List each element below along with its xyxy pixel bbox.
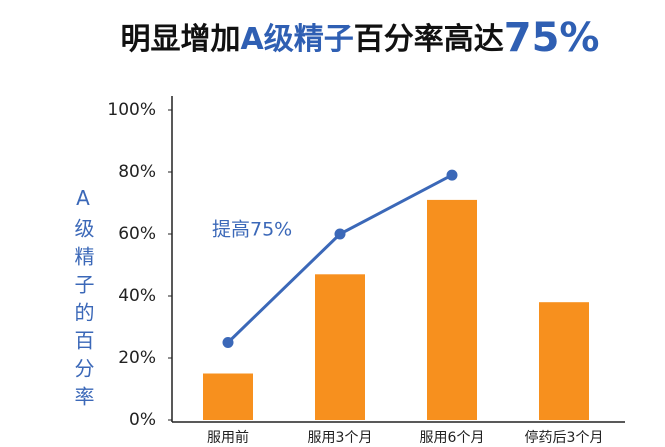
y-axis-label: A级精子的百分率 [71, 186, 95, 414]
title-part: 百分率高达 [354, 22, 504, 57]
point [334, 228, 346, 240]
y-tick-label: 0% [129, 410, 156, 430]
y-tick-label: 100% [107, 100, 156, 120]
title-part: A级精子 [241, 22, 354, 57]
y-tick-label: 80% [118, 162, 156, 182]
bar [315, 274, 365, 420]
y-tick-label: 60% [118, 224, 156, 244]
title-part: 明显增加 [121, 22, 241, 57]
y-tick-label: 20% [118, 348, 156, 368]
point [222, 337, 234, 348]
title-part: 75% [504, 15, 600, 61]
x-tick-label: 服用6个月 [420, 430, 485, 446]
bar [427, 199, 477, 420]
point [446, 169, 458, 181]
x-tick-label: 服用3个月 [308, 430, 373, 446]
x-tick-label: 服用前 [207, 429, 249, 446]
annotation: 提高75% [212, 219, 292, 241]
bar [539, 302, 589, 420]
bar [203, 373, 253, 420]
x-tick-label: 停药后3个月 [525, 429, 604, 446]
chart-title: 明显增加A级精子百分率高达75% [121, 15, 600, 61]
y-tick-label: 40% [118, 286, 156, 306]
